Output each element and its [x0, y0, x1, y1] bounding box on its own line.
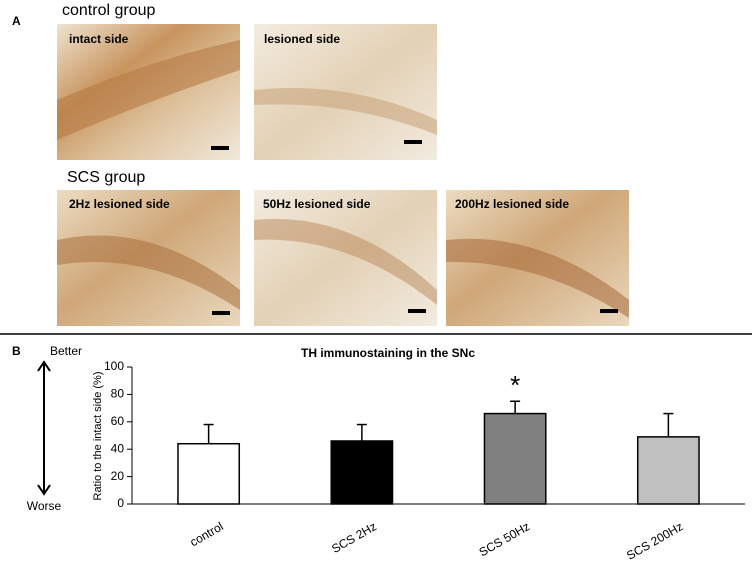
- micrograph: intact side: [57, 24, 240, 160]
- micrograph: 200Hz lesioned side: [446, 190, 629, 326]
- panel-label: B: [12, 344, 21, 358]
- direction-label: Worse: [27, 499, 62, 513]
- panel-label: A: [12, 14, 21, 28]
- x-tick-label: SCS 50Hz: [477, 519, 533, 559]
- image-label: intact side: [69, 32, 129, 46]
- significance-label: *: [510, 370, 520, 400]
- y-tick-label: 40: [111, 441, 125, 455]
- bar: [177, 442, 241, 505]
- x-tick-label: SCS 200Hz: [624, 519, 685, 562]
- group-title: SCS group: [67, 169, 145, 186]
- image-label: 50Hz lesioned side: [263, 197, 371, 211]
- micrograph: lesioned side: [254, 24, 437, 160]
- direction-arrow: [37, 360, 51, 496]
- y-axis-label: Ratio to the intact side (%): [92, 371, 104, 500]
- image-label: lesioned side: [264, 32, 340, 46]
- y-tick-label: 80: [111, 387, 125, 401]
- y-tick-label: 0: [117, 496, 124, 510]
- y-tick-label: 60: [111, 414, 125, 428]
- bar: [330, 440, 394, 505]
- direction-label: Better: [50, 344, 82, 358]
- image-label: 2Hz lesioned side: [69, 197, 170, 211]
- chart-title: TH immunostaining in the SNc: [301, 346, 475, 360]
- group-title: control group: [62, 2, 155, 19]
- x-tick-label: SCS 2Hz: [329, 519, 379, 556]
- bar: [483, 412, 547, 505]
- image-label: 200Hz lesioned side: [455, 197, 569, 211]
- y-tick-label: 20: [111, 469, 125, 483]
- micrograph: 2Hz lesioned side: [57, 190, 240, 326]
- bar: [636, 436, 700, 505]
- x-tick-label: control: [188, 519, 226, 549]
- micrograph: 50Hz lesioned side: [254, 190, 437, 326]
- y-tick-label: 100: [104, 359, 124, 373]
